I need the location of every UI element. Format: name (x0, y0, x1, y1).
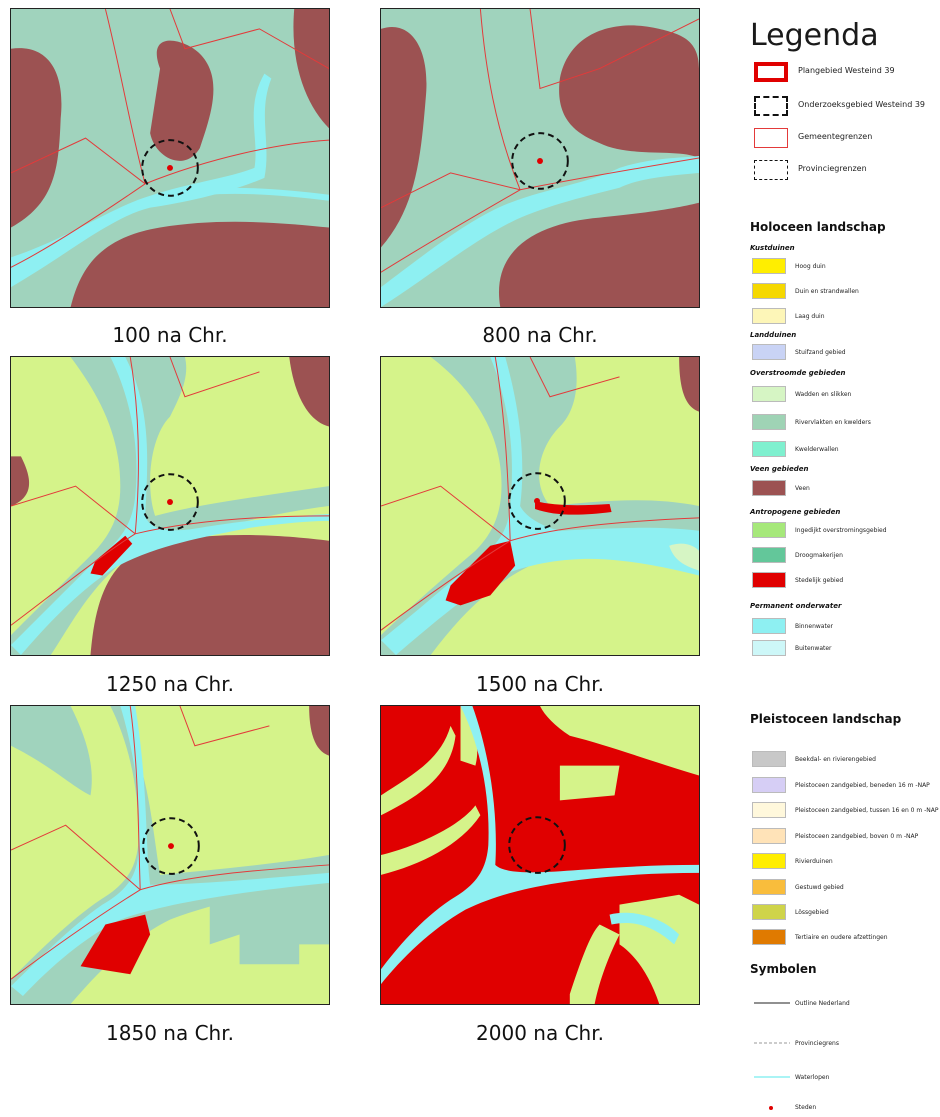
swatch (752, 828, 786, 844)
swatch-label: Droogmakerijen (795, 552, 843, 559)
swatch (752, 751, 786, 767)
map-caption: 1250 na Chr. (106, 672, 234, 696)
legend-item-label: Plangebied Westeind 39 (798, 66, 895, 75)
swatch-label: Beekdal- en rivierengebied (795, 756, 876, 763)
symbol-label: Waterlopen (795, 1074, 830, 1081)
map-caption: 800 na Chr. (482, 323, 598, 347)
map-caption: 2000 na Chr. (476, 1021, 604, 1045)
swatch (752, 879, 786, 895)
swatch-label: Wadden en slikken (795, 391, 852, 398)
swatch (752, 441, 786, 457)
legend-item-gemeentegrenzen: Gemeentegrenzen (750, 128, 940, 150)
swatch (752, 344, 786, 360)
swatch-label: Pleistoceen zandgebied, tussen 16 en 0 m… (795, 807, 939, 814)
thin-red-box-icon (754, 128, 788, 148)
map-800-na-chr (380, 8, 700, 308)
swatch-label: Kwelderwallen (795, 446, 839, 453)
outline-line-icon (754, 1002, 790, 1004)
swatch-label: Binnenwater (795, 623, 833, 630)
legend-title: Legenda (750, 18, 879, 53)
map-100-svg (11, 9, 329, 307)
swatch (752, 480, 786, 496)
swatch-label: Laag duin (795, 313, 825, 320)
solid-red-box-icon (754, 62, 788, 82)
swatch-label: Rivervlakten en kwelders (795, 419, 871, 426)
group-title: Kustduinen (750, 244, 795, 252)
legend-item-label: Onderzoeksgebied Westeind 39 (798, 100, 925, 109)
swatch-label: Veen (795, 485, 810, 492)
swatch-label: Stedelijk gebied (795, 577, 844, 584)
map-caption: 1850 na Chr. (106, 1021, 234, 1045)
swatch-label: Pleistoceen zandgebied, beneden 16 m -NA… (795, 782, 930, 789)
swatch-label: Buitenwater (795, 645, 832, 652)
symbol-label: Outline Nederland (795, 1000, 850, 1007)
map-800-svg (381, 9, 699, 307)
swatch (752, 572, 786, 588)
map-2000-svg (381, 706, 699, 1004)
legend-item-label: Provinciegrenzen (798, 164, 867, 173)
swatch (752, 283, 786, 299)
swatch-label: Stuifzand gebied (795, 349, 846, 356)
holoceen-title: Holoceen landschap (750, 220, 886, 234)
swatch (752, 853, 786, 869)
swatch-label: Tertiaire en oudere afzettingen (795, 934, 888, 941)
map-1250-na-chr (10, 356, 330, 656)
symbolen-title: Symbolen (750, 962, 817, 976)
swatch-label: Gestuwd gebied (795, 884, 844, 891)
swatch (752, 618, 786, 634)
swatch (752, 258, 786, 274)
swatch-label: Duin en strandwallen (795, 288, 859, 295)
swatch-label: Ingedijkt overstromingsgebied (795, 527, 887, 534)
map-2000-na-chr (380, 705, 700, 1005)
dashed-black-box-icon (754, 96, 788, 116)
swatch (752, 777, 786, 793)
legend-item-label: Gemeentegrenzen (798, 132, 873, 141)
dashed-line-icon (754, 1042, 790, 1044)
group-title: Veen gebieden (750, 465, 809, 473)
swatch (752, 522, 786, 538)
swatch (752, 640, 786, 656)
city-dot-icon (769, 1106, 773, 1110)
swatch (752, 929, 786, 945)
swatch-label: Rivierduinen (795, 858, 833, 865)
swatch (752, 547, 786, 563)
map-1500-na-chr (380, 356, 700, 656)
water-line-icon (754, 1076, 790, 1078)
swatch-label: Lössgebied (795, 909, 829, 916)
group-title: Landduinen (750, 331, 797, 339)
symbol-label: Provinciegrens (795, 1040, 839, 1047)
swatch (752, 414, 786, 430)
legend-item-plangebied: Plangebied Westeind 39 (750, 62, 940, 84)
map-1850-svg (11, 706, 329, 1004)
map-100-na-chr (10, 8, 330, 308)
swatch-label: Pleistoceen zandgebied, boven 0 m -NAP (795, 833, 919, 840)
symbol-label: Steden (795, 1104, 817, 1111)
dashed-thin-box-icon (754, 160, 788, 180)
group-title: Overstroomde gebieden (750, 369, 846, 377)
map-1250-svg (11, 357, 329, 655)
swatch (752, 802, 786, 818)
map-1500-svg (381, 357, 699, 655)
map-caption: 1500 na Chr. (476, 672, 604, 696)
swatch (752, 308, 786, 324)
map-caption: 100 na Chr. (112, 323, 228, 347)
pleistoceen-title: Pleistoceen landschap (750, 712, 902, 726)
map-1850-na-chr (10, 705, 330, 1005)
legend-item-onderzoeksgebied: Onderzoeksgebied Westeind 39 (750, 96, 940, 118)
swatch (752, 386, 786, 402)
group-title: Permanent onderwater (750, 602, 842, 610)
legend-item-provinciegrenzen: Provinciegrenzen (750, 160, 940, 182)
swatch (752, 904, 786, 920)
swatch-label: Hoog duin (795, 263, 826, 270)
group-title: Antropogene gebieden (750, 508, 841, 516)
